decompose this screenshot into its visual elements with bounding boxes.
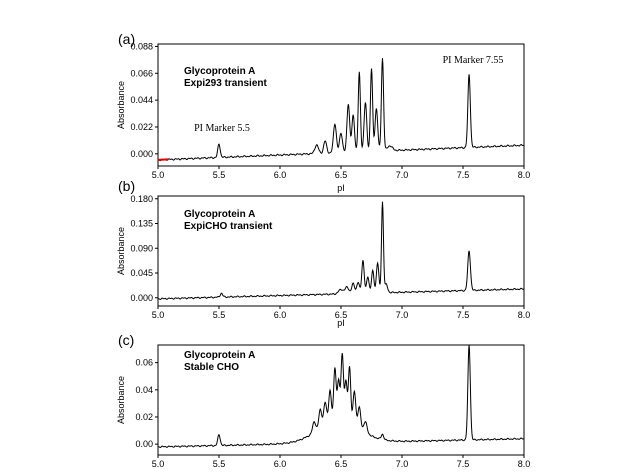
chart-panel-3: (c) 5.0 5.5 6.0 6.5 7.0 7.5 8.0 0.00 0.02 0.04 0.06…: [116, 332, 530, 469]
x-tick-label: 7.5: [457, 310, 470, 320]
series-line: [157, 58, 525, 162]
y-tick-label: 0.045: [130, 268, 153, 278]
x-tick-label: 7.0: [396, 459, 409, 469]
y-tick-label: 0.04: [135, 385, 153, 395]
chart-panel-2: (b) 5.0 5.5 6.0 6.5 7.0 7.5 8.0 0.000 0.045 0.090 0…: [116, 178, 530, 328]
x-tick-label: 8.0: [518, 459, 531, 469]
sample-label-line: ExpiCHO transient: [184, 221, 273, 232]
y-tick-label: 0.044: [130, 95, 153, 105]
sample-label-line: Glycoprotein A: [184, 209, 255, 220]
series-line: [157, 201, 525, 300]
y-axis-label: Absorbance: [116, 227, 126, 275]
y-tick-label: 0.090: [130, 243, 153, 253]
sample-label-line: Expi293 transient: [184, 78, 267, 89]
y-tick-label: 0.02: [135, 412, 153, 422]
series-line: [157, 344, 525, 449]
x-tick-label: 8.0: [518, 310, 531, 320]
x-tick-label: 5.5: [213, 310, 226, 320]
x-tick-label: 6.0: [274, 310, 287, 320]
y-tick-label: 0.135: [130, 219, 153, 229]
x-tick-label: 5.5: [213, 170, 226, 180]
x-tick-label: 7.5: [457, 170, 470, 180]
panel-letter: (a): [118, 31, 135, 47]
x-tick-label: 7.0: [396, 310, 409, 320]
y-tick-label: 0.180: [130, 194, 153, 204]
x-axis-label: pI: [337, 183, 345, 193]
x-tick-label: 5.0: [152, 310, 165, 320]
y-tick-label: 0.022: [130, 122, 153, 132]
x-axis-label: pI: [337, 318, 345, 328]
y-tick-label: 0.06: [135, 358, 153, 368]
x-tick-label: 7.0: [396, 170, 409, 180]
chart-panel-1: (a) 5.0 5.5 6.0 6.5 7.0 7.5 8.0 0.000 0.022 0.044 0…: [116, 31, 530, 193]
x-tick-label: 5.0: [152, 170, 165, 180]
marker-annotation: PI Marker 5.5: [194, 123, 250, 134]
x-tick-label: 7.5: [457, 459, 470, 469]
x-tick-label: 6.5: [335, 459, 348, 469]
x-tick-label: 6.5: [335, 170, 348, 180]
y-axis-label: Absorbance: [116, 81, 126, 129]
y-tick-label: 0.00: [135, 439, 153, 449]
sample-label-line: Glycoprotein A: [184, 66, 255, 77]
sample-label-line: Stable CHO: [184, 362, 239, 373]
marker-annotation: PI Marker 7.55: [443, 55, 504, 66]
x-tick-label: 5.5: [213, 459, 226, 469]
panel-letter: (b): [118, 178, 135, 194]
x-tick-label: 5.0: [152, 459, 165, 469]
x-tick-label: 6.5: [335, 310, 348, 320]
y-axis-label: Absorbance: [116, 376, 126, 424]
y-tick-label: 0.066: [130, 68, 153, 78]
y-tick-label: 0.000: [130, 149, 153, 159]
x-tick-label: 6.0: [274, 170, 287, 180]
panel-letter: (c): [118, 332, 134, 348]
x-tick-label: 6.0: [274, 459, 287, 469]
y-tick-label: 0.088: [130, 41, 153, 51]
x-tick-label: 8.0: [518, 170, 531, 180]
sample-label-line: Glycoprotein A: [184, 350, 255, 361]
y-tick-label: 0.000: [130, 293, 153, 303]
